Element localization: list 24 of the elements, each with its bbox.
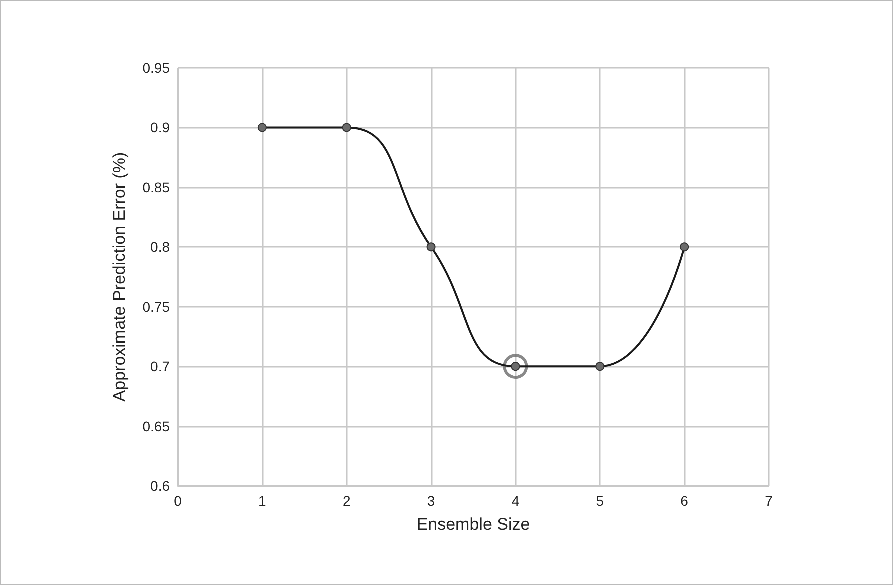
- point: [342, 123, 352, 132]
- y-tick-label: 0.75: [142, 298, 170, 315]
- x-tick-label: 4: [512, 493, 520, 509]
- x-axis-title: Ensemble Size: [416, 515, 530, 534]
- x-tick-label: 6: [680, 493, 689, 509]
- y-tick-label: 0.6: [150, 478, 170, 494]
- x-tick-label: 1: [258, 493, 267, 509]
- point: [596, 362, 605, 372]
- y-tick-label: 0.95: [142, 60, 170, 76]
- x-tick-label: 3: [427, 493, 436, 509]
- y-tick-label: 0.7: [150, 358, 170, 375]
- point: [680, 242, 690, 252]
- point: [426, 242, 436, 252]
- y-axis-title: Approximate Prediction Error (%): [110, 152, 129, 402]
- y-tick-label: 0.9: [150, 120, 170, 136]
- point: [503, 354, 528, 380]
- point: [258, 123, 267, 132]
- x-tick-label: 2: [342, 493, 351, 509]
- x-tick-label: 7: [765, 493, 774, 509]
- y-tick-label: 0.8: [150, 239, 170, 256]
- y-tick-label: 0.65: [142, 418, 170, 434]
- x-tick-label: 0: [174, 493, 182, 509]
- y-tick-label: 0.85: [142, 179, 170, 196]
- x-tick-label: 5: [596, 493, 604, 509]
